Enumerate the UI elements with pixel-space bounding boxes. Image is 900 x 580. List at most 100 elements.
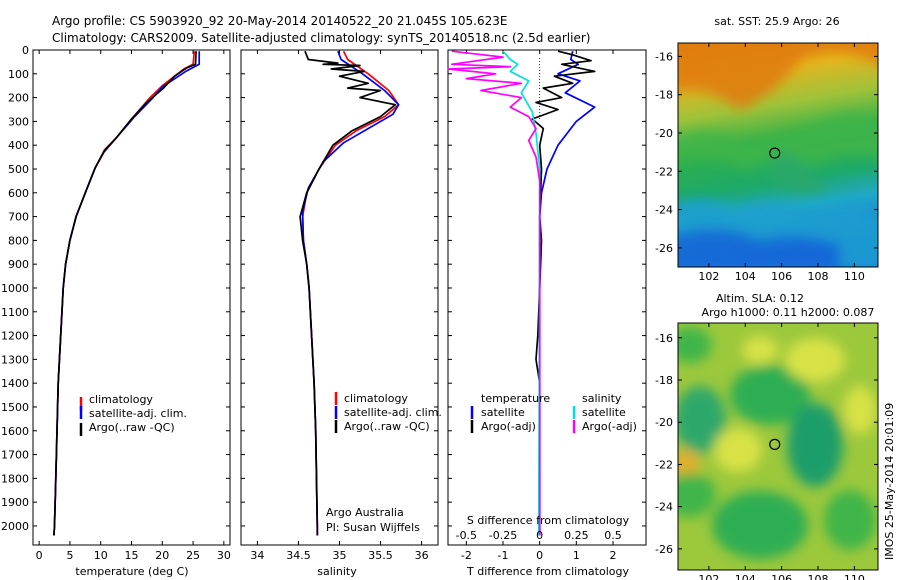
legend-label-argo: Argo(..raw -QC) [344,420,430,433]
legend-label-argo: Argo(..raw -QC) [89,421,175,434]
legend-label-temp-argo: Argo(-adj) [481,420,536,433]
x-tick-label: 34.5 [286,549,311,562]
sst-field [678,43,878,267]
top-x-tick-label: -0.5 [456,529,477,542]
map-y-tick-label: -20 [655,416,673,429]
y-tick-label: 600 [8,187,29,200]
legend-label-temp-satellite: satellite [481,406,525,419]
x-tick-label: 34 [250,549,264,562]
map-x-tick-label: 110 [844,270,865,283]
y-tick-label: 900 [8,258,29,271]
temperature-xlabel: temperature (deg C) [75,565,188,578]
map-y-tick-label: -26 [655,242,673,255]
sla-map-frame [677,322,879,571]
map-x-tick-label: 104 [735,270,756,283]
argo-location-marker [769,147,781,159]
y-tick-label: 300 [8,115,29,128]
y-tick-label: 400 [8,139,29,152]
x-tick-label: 20 [155,549,169,562]
header-title-line2: Climatology: CARS2009. Satellite-adjuste… [52,31,590,45]
top-x-tick-label: -0.25 [489,529,517,542]
x-tick-label: 5 [66,549,73,562]
salinity-axes-frame [240,49,439,546]
top-x-tick-label: 0.25 [564,529,589,542]
annotation-pi: PI: Susan Wijffels [326,521,420,534]
x-tick-label: 1 [573,549,580,562]
x-tick-label: -1 [498,549,509,562]
map-x-tick-label: 104 [735,573,756,580]
map-y-tick-label: -16 [655,50,673,63]
series-argo-raw-qc [53,51,197,536]
x-tick-label: 15 [125,549,139,562]
y-tick-label: 2000 [1,520,29,533]
temperature-legend: climatology satellite-adj. clim. Argo(..… [79,393,187,436]
sst-map-title: sat. SST: 25.9 Argo: 26 [714,15,839,28]
series-climatology [53,51,196,536]
y-tick-label: 500 [8,163,29,176]
map-y-tick-label: -24 [655,204,673,217]
salinity-panel: 34 34.5 35 35.5 36 salinity climatology sate… [240,49,442,578]
difference-axes-frame [447,49,647,546]
top-x-tick-label: 0 [536,529,543,542]
y-tick-label: 1200 [1,330,29,343]
map-y-tick-label: -24 [655,501,673,514]
legend-label-satellite: satellite-adj. clim. [89,407,187,420]
y-tick-label: 1000 [1,282,29,295]
legend-label-satellite: satellite-adj. clim. [344,406,442,419]
x-tick-label: 35.5 [368,549,393,562]
map-y-tick-label: -18 [655,374,673,387]
y-tick-label: 200 [8,92,29,105]
map-y-tick-label: -22 [655,165,673,178]
x-tick-label: 30 [217,549,231,562]
y-tick-label: 1700 [1,449,29,462]
y-tick-label: 1800 [1,472,29,485]
map-y-tick-label: -20 [655,127,673,140]
x-tick-label: -2 [461,549,472,562]
difference-legend: temperature satellite Argo(-adj) salinit… [470,392,637,433]
salinity-legend: climatology satellite-adj. clim. Argo(..… [334,392,442,433]
y-tick-label: 100 [8,68,29,81]
map-x-tick-label: 108 [808,573,829,580]
difference-panel: -2 -1 0 1 2 temperature satellite Argo(-adj)… [447,49,647,578]
sla-map-subtitle: Argo h1000: 0.11 h2000: 0.087 [702,306,875,319]
series-temperature-argo-adj [531,50,596,536]
y-tick-label: 0 [22,44,29,57]
y-tick-label: 1900 [1,496,29,509]
y-tick-label: 1300 [1,353,29,366]
map-x-tick-label: 106 [771,573,792,580]
difference-xlabel-top: S difference from climatology [467,514,630,527]
x-tick-label: 10 [94,549,108,562]
legend-heading-salinity: salinity [582,392,622,405]
salinity-xlabel: salinity [317,565,357,578]
x-tick-label: 0 [36,549,43,562]
sla-field [678,323,878,570]
sla-map-panel: Altim. SLA: 0.12 Argo h1000: 0.11 h2000:… [655,292,879,580]
series-salinity-argo-adj [447,50,541,536]
y-tick-label: 1400 [1,377,29,390]
temperature-panel: 0100200300400500600700800900100011001200… [1,44,231,578]
map-x-tick-label: 102 [698,270,719,283]
series-salinity-satellite [502,50,541,536]
map-x-tick-label: 102 [698,573,719,580]
map-y-tick-label: -22 [655,458,673,471]
map-x-tick-label: 110 [844,573,865,580]
y-tick-label: 1100 [1,306,29,319]
x-tick-label: 2 [610,549,617,562]
series-temperature-satellite [538,51,596,536]
map-x-tick-label: 106 [771,270,792,283]
x-tick-label: 35 [333,549,347,562]
header-title-line1: Argo profile: CS 5903920_92 20-May-2014 … [52,14,507,28]
argo-location-marker [769,438,781,450]
top-x-tick-label: 0.5 [604,529,622,542]
map-y-tick-label: -26 [655,543,673,556]
x-tick-label: 36 [415,549,429,562]
imos-timestamp-label: IMOS 25-May-2014 20:01:09 [883,403,896,560]
y-tick-label: 1500 [1,401,29,414]
legend-label-sal-argo: Argo(-adj) [582,420,637,433]
y-tick-label: 700 [8,211,29,224]
y-tick-label: 1600 [1,425,29,438]
series-argo-raw-qc [299,50,397,536]
legend-label-climatology: climatology [344,392,408,405]
difference-xlabel: T difference from climatology [466,565,629,578]
